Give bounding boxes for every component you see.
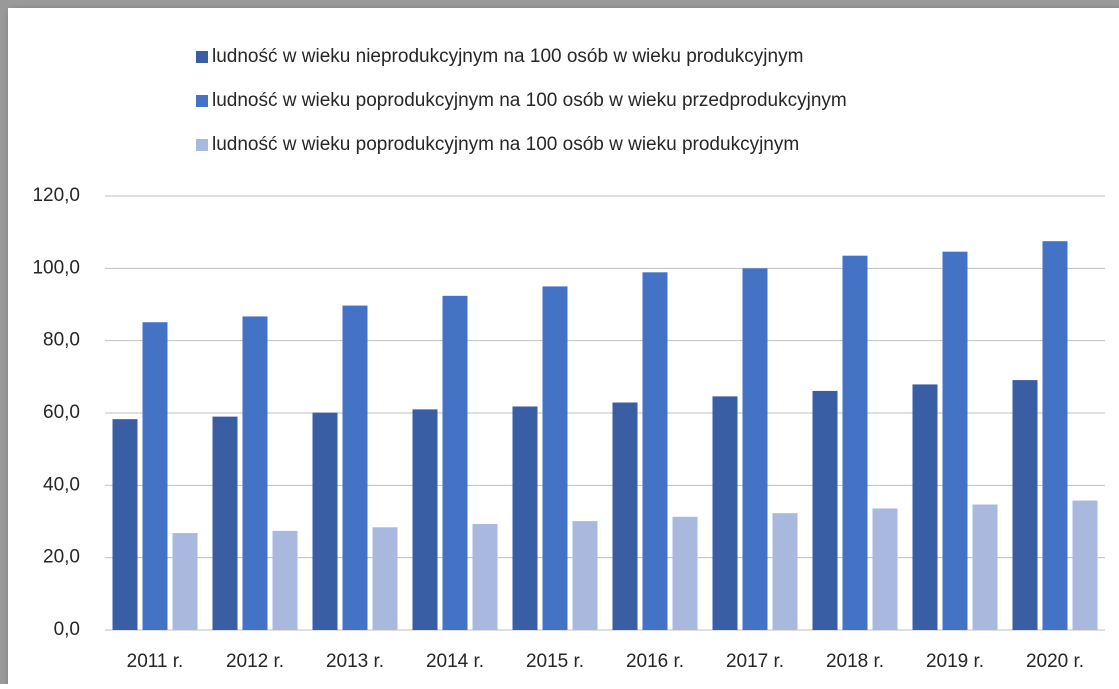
- bar: [312, 412, 338, 630]
- bar: [242, 316, 268, 630]
- bar: [972, 504, 998, 630]
- bar: [1072, 500, 1098, 630]
- bar: [842, 255, 868, 631]
- bar: [212, 416, 238, 630]
- bar: [912, 384, 938, 630]
- y-tick-label: 60,0: [43, 402, 80, 423]
- bar: [812, 390, 838, 630]
- legend-swatch: [196, 51, 208, 63]
- bar: [472, 524, 498, 630]
- x-tick-label: 2018 r.: [826, 651, 884, 672]
- y-tick-label: 20,0: [43, 547, 80, 568]
- x-tick-label: 2014 r.: [426, 651, 484, 672]
- y-tick-label: 40,0: [43, 474, 80, 495]
- bar: [642, 272, 668, 630]
- x-tick-label: 2015 r.: [526, 651, 584, 672]
- y-tick-label: 120,0: [32, 185, 80, 206]
- y-tick-label: 100,0: [32, 257, 80, 278]
- legend-swatch: [196, 139, 208, 151]
- bar: [142, 322, 168, 630]
- bar: [572, 521, 598, 630]
- x-tick-label: 2011 r.: [127, 651, 184, 672]
- bar: [272, 530, 298, 630]
- bar: [512, 406, 538, 630]
- bar: [1012, 380, 1038, 630]
- x-tick-label: 2013 r.: [326, 651, 384, 672]
- bar: [942, 251, 968, 631]
- bar: [1042, 241, 1068, 631]
- x-tick-label: 2019 r.: [926, 651, 984, 672]
- bar: [372, 527, 398, 630]
- bar: [672, 516, 698, 630]
- bar: [742, 268, 768, 630]
- legend-label: ludność w wieku poprodukcyjnym na 100 os…: [212, 134, 799, 155]
- y-tick-label: 80,0: [43, 330, 80, 351]
- bar: [712, 396, 738, 630]
- x-tick-label: 2016 r.: [626, 651, 684, 672]
- bar: [772, 513, 798, 630]
- legend-label: ludność w wieku poprodukcyjnym na 100 os…: [212, 90, 847, 111]
- bar: [412, 409, 438, 630]
- bar: [872, 508, 898, 630]
- x-tick-label: 2017 r.: [726, 651, 784, 672]
- x-tick-label: 2020 r.: [1026, 651, 1084, 672]
- bar: [172, 533, 198, 630]
- bar: [542, 286, 568, 630]
- bar: [442, 295, 468, 630]
- bar: [612, 402, 638, 630]
- bar: [112, 419, 138, 630]
- legend-label: ludność w wieku nieprodukcyjnym na 100 o…: [212, 46, 803, 67]
- x-tick-label: 2012 r.: [226, 651, 284, 672]
- legend-swatch: [196, 95, 208, 107]
- y-tick-label: 0,0: [54, 619, 80, 640]
- bar: [342, 305, 368, 630]
